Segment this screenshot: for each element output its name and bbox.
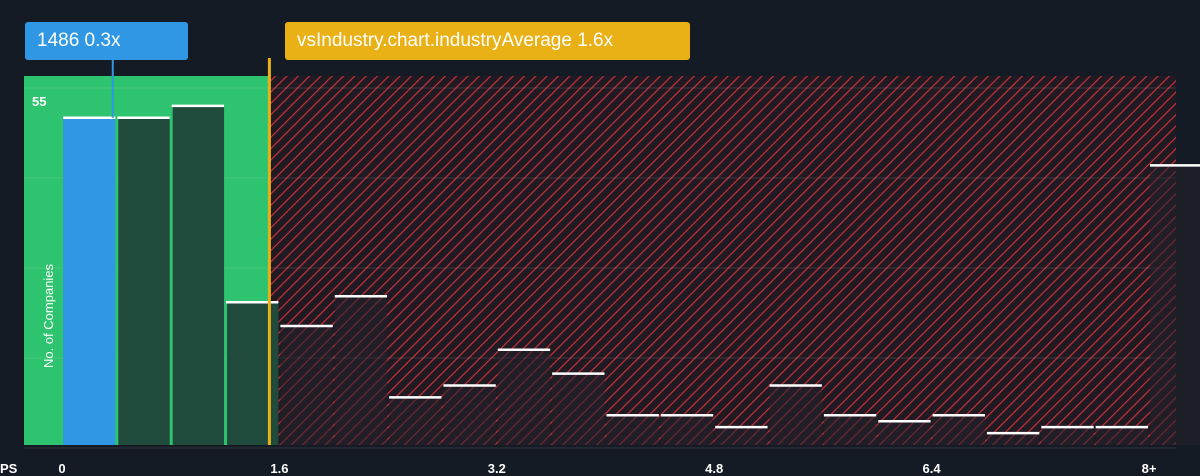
histogram-bar bbox=[1041, 427, 1094, 445]
histogram-bar bbox=[389, 397, 442, 445]
histogram-bar bbox=[932, 415, 985, 445]
histogram-bar bbox=[769, 385, 822, 445]
x-tick-label: 0 bbox=[58, 461, 66, 476]
x-tick-label: 3.2 bbox=[487, 461, 506, 476]
company-callout: 1486 0.3x bbox=[25, 22, 188, 60]
x-axis-prefix: PS bbox=[0, 461, 18, 476]
x-tick-label: 4.8 bbox=[705, 461, 724, 476]
x-tick-label: 6.4 bbox=[922, 461, 941, 476]
y-tick-label: 55 bbox=[32, 94, 47, 109]
histogram-bar bbox=[443, 385, 496, 445]
x-tick-label: 8+ bbox=[1141, 461, 1157, 476]
histogram-bar bbox=[606, 415, 659, 445]
x-tick-label: 1.6 bbox=[270, 461, 289, 476]
histogram-bar bbox=[552, 373, 605, 445]
histogram-bar bbox=[1150, 165, 1200, 445]
histogram-bar bbox=[823, 415, 877, 445]
y-axis-title: No. of Companies bbox=[41, 263, 56, 368]
histogram-bar bbox=[878, 421, 931, 445]
histogram-bar bbox=[497, 349, 551, 445]
industry-average-callout: vsIndustry.chart.industryAverage 1.6x bbox=[285, 22, 690, 60]
histogram-bar bbox=[715, 427, 768, 445]
histogram-bar bbox=[63, 117, 116, 445]
histogram-bar bbox=[660, 415, 714, 445]
histogram-bar bbox=[171, 105, 225, 445]
histogram-bar bbox=[334, 296, 388, 445]
histogram-bar bbox=[986, 433, 1040, 445]
overvalued-zone bbox=[269, 76, 1176, 445]
histogram-bar bbox=[117, 117, 170, 445]
histogram-bar bbox=[1095, 427, 1148, 445]
histogram-bar bbox=[280, 326, 333, 445]
